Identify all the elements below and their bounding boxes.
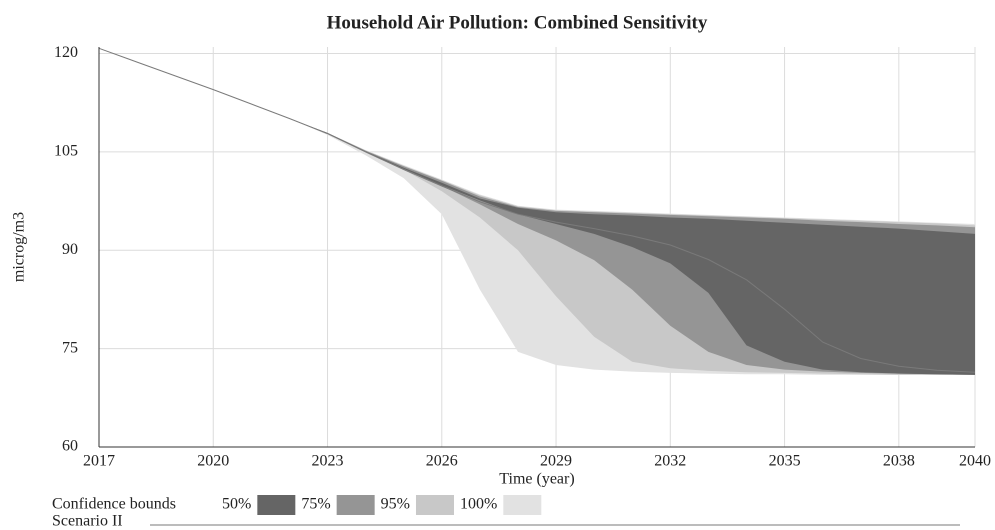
legend-swatch [257,495,296,515]
x-tick-label: 2026 [426,453,458,470]
x-axis-label: Time (year) [499,471,574,488]
chart-title: Household Air Pollution: Combined Sensit… [327,12,708,33]
x-tick-label: 2038 [883,453,915,470]
y-tick-label: 120 [54,44,78,61]
y-tick-label: 60 [62,438,78,455]
legend-title: Confidence bounds [52,496,176,513]
x-tick-label: 2029 [540,453,572,470]
x-tick-label: 2017 [83,453,115,470]
legend-label: Scenario II [52,513,123,530]
y-tick-label: 90 [62,241,78,258]
confidence-band [99,48,975,375]
scenario-line [98,47,976,373]
x-tick-label: 2020 [197,453,229,470]
y-axis-label: microg/m3 [11,212,28,282]
legend-label: 75% [301,496,330,513]
y-tick-label: 105 [54,143,78,160]
x-tick-label: 2023 [312,453,344,470]
legend-label: 95% [381,496,410,513]
legend-swatch [415,495,454,515]
legend-swatch [503,495,542,515]
x-tick-label: 2032 [654,453,686,470]
legend-label: 50% [222,496,251,513]
y-tick-label: 75 [62,339,78,356]
legend-swatch [336,495,375,515]
x-tick-label: 2040 [959,453,991,470]
legend-label: 100% [460,496,497,513]
x-tick-label: 2035 [769,453,801,470]
